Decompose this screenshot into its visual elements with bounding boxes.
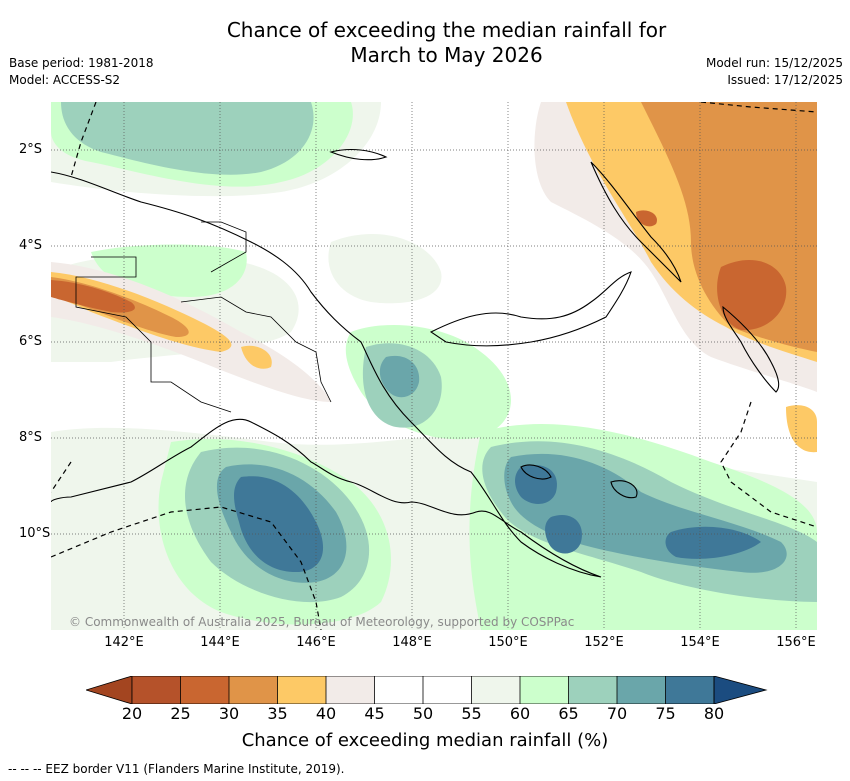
shade-25-30-northeast — [717, 259, 787, 331]
lat-label: 10°S — [19, 526, 51, 541]
shade-75-80-east-2 — [545, 514, 582, 554]
shade-35-40-patch — [241, 345, 272, 369]
colorbar-tick: 30 — [218, 704, 240, 723]
colorbar-tick: 20 — [121, 704, 143, 723]
colorbar-tick: 75 — [655, 704, 676, 723]
shade-75-80-south — [234, 476, 324, 572]
lat-label: 6°S — [19, 334, 43, 349]
model-run-text: Model run: 15/12/2025 — [705, 56, 843, 70]
bougainville-coast — [722, 305, 780, 393]
colorbar-tick: 50 — [412, 704, 434, 723]
colorbar-bin-40-45 — [326, 676, 375, 704]
rainfall-map[interactable]: © Commonwealth of Australia 2025, Bureau… — [51, 102, 817, 630]
colorbar-tick: 80 — [703, 704, 725, 723]
model-text: Model: ACCESS-S2 — [9, 73, 121, 87]
manus-coast — [329, 148, 388, 161]
new-britain-coast — [429, 271, 632, 347]
shade-35-40-patch-2 — [786, 405, 817, 453]
colorbar-over-arrow — [713, 676, 768, 704]
colorbar-bin-25-30 — [180, 676, 229, 704]
colorbar-bin-65-70 — [568, 676, 617, 704]
lat-label: 8°S — [19, 430, 43, 445]
shade-75-80-east-1 — [515, 464, 557, 504]
lon-label: 156°E — [776, 635, 816, 650]
lon-label: 144°E — [200, 635, 240, 650]
lon-label: 148°E — [392, 635, 432, 650]
colorbar-dividers — [131, 676, 715, 704]
issued-text: Issued: 17/12/2025 — [727, 73, 843, 87]
colorbar-tick: 55 — [461, 704, 482, 723]
map-canvas — [51, 102, 817, 630]
lon-label: 142°E — [104, 635, 144, 650]
provincial-borders — [75, 221, 332, 413]
colorbar-under-arrow — [86, 676, 133, 704]
colorbar-tick: 35 — [267, 704, 288, 723]
lat-label: 4°S — [19, 238, 43, 253]
colorbar-tick: 70 — [606, 704, 628, 723]
base-period-text: Base period: 1981-2018 — [9, 56, 154, 70]
shade-70-75-centre — [379, 355, 420, 398]
coastlines — [51, 148, 780, 578]
rainfall-shading — [51, 102, 817, 630]
title-line-2: March to May 2026 — [350, 43, 543, 67]
lon-label: 150°E — [488, 635, 528, 650]
meta-left: Base period: 1981-2018 Model: ACCESS-S2 — [9, 55, 154, 89]
shade-25-30-small — [636, 210, 657, 227]
shade-55-60-centre — [328, 233, 442, 304]
shade-75-80-east-3 — [665, 526, 761, 559]
meta-right: Model run: 15/12/2025 Issued: 17/12/2025 — [706, 55, 843, 89]
colorbar-tick: 65 — [558, 704, 579, 723]
colorbar-tick: 40 — [315, 704, 337, 723]
eez-borders — [51, 102, 817, 630]
title-line-1: Chance of exceeding the median rainfall … — [226, 18, 667, 42]
colorbar-bin-50-55 — [423, 676, 472, 704]
shade-25-30-west — [51, 280, 135, 313]
colorbar-bin-35-40 — [277, 676, 326, 704]
colorbar-bin-75-80 — [665, 676, 714, 704]
colorbar-label: Chance of exceeding median rainfall (%) — [241, 730, 609, 751]
lon-label: 146°E — [296, 635, 336, 650]
islands-southeast — [520, 464, 638, 499]
lon-label: 152°E — [584, 635, 624, 650]
colorbar-tick: 60 — [509, 704, 531, 723]
colorbar-bin-70-75 — [617, 676, 666, 704]
colorbar-bin-30-35 — [229, 676, 278, 704]
colorbar-bin-45-50 — [374, 676, 423, 704]
lon-label: 154°E — [680, 635, 720, 650]
lat-label: 2°S — [19, 142, 43, 157]
colorbar-tick: 45 — [364, 704, 385, 723]
colorbar-bin-60-65 — [520, 676, 569, 704]
colorbar — [86, 676, 768, 704]
colorbar-bin-20-25 — [132, 676, 181, 704]
eez-legend: -- -- -- EEZ border V11 (Flanders Marine… — [8, 762, 345, 776]
chart-title: Chance of exceeding the median rainfall … — [0, 18, 850, 68]
colorbar-bin-55-60 — [471, 676, 520, 704]
new-ireland-coast — [590, 161, 682, 283]
colorbar-tick: 25 — [170, 704, 191, 723]
copyright-notice: © Commonwealth of Australia 2025, Bureau… — [69, 615, 575, 629]
new-guinea-coast — [51, 171, 602, 578]
